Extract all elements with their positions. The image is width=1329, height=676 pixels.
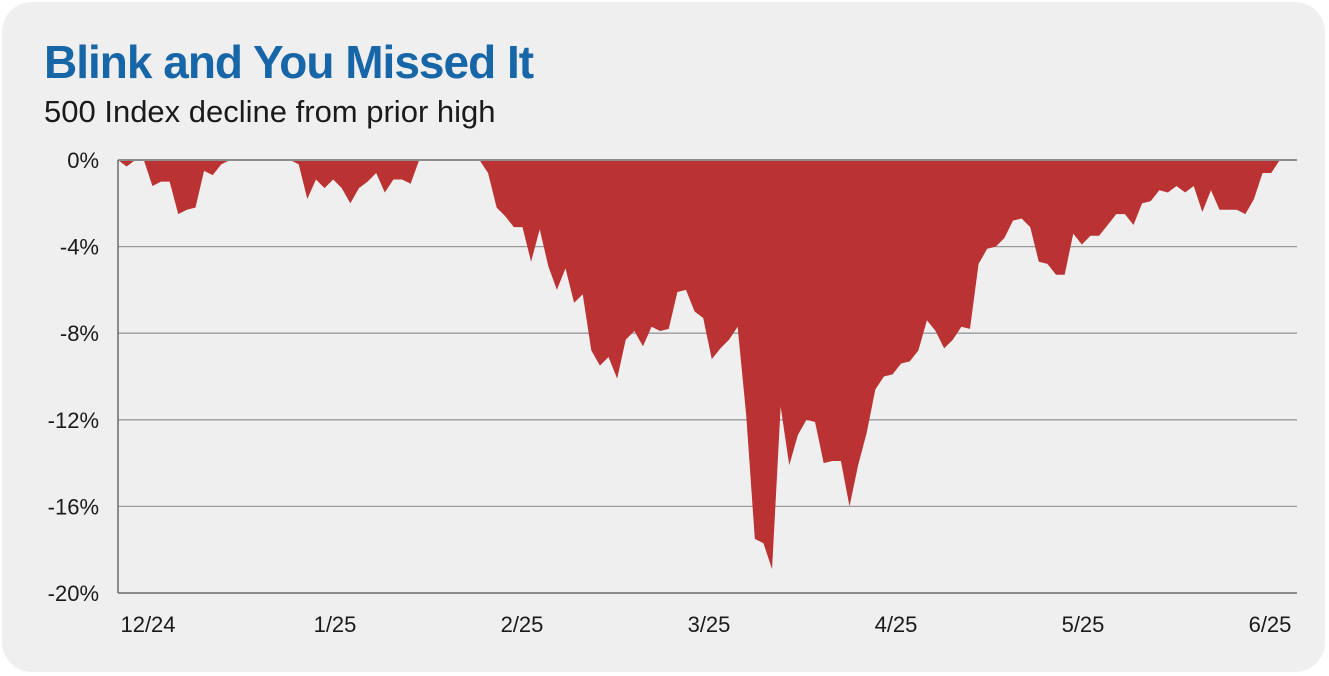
gridlines [118, 245, 1297, 508]
x-tick-labels: 12/24 1/25 2/25 3/25 4/25 5/25 6/25 [120, 612, 1291, 637]
chart-subtitle: 500 Index decline from prior high [44, 94, 496, 129]
x-tick-label: 1/25 [314, 612, 357, 637]
x-tick-label: 6/25 [1249, 612, 1292, 637]
y-tick-label: -4% [60, 235, 99, 260]
y-tick-labels: 0% -4% -8% -12% -16% -20% [48, 148, 99, 606]
y-tick-label: -12% [48, 408, 99, 433]
y-tick-label: 0% [67, 148, 99, 173]
x-tick-label: 3/25 [688, 612, 731, 637]
x-tick-label: 4/25 [875, 612, 918, 637]
y-tick-label: -20% [48, 581, 99, 606]
y-tick-label: -8% [60, 321, 99, 346]
area-series [118, 160, 1297, 570]
x-tick-label: 2/25 [501, 612, 544, 637]
x-tick-label: 12/24 [120, 612, 175, 637]
chart-title: Blink and You Missed It [44, 36, 534, 88]
drawdown-area [118, 160, 1297, 570]
axes [117, 159, 1297, 594]
x-tick-label: 5/25 [1062, 612, 1105, 637]
y-tick-label: -16% [48, 494, 99, 519]
